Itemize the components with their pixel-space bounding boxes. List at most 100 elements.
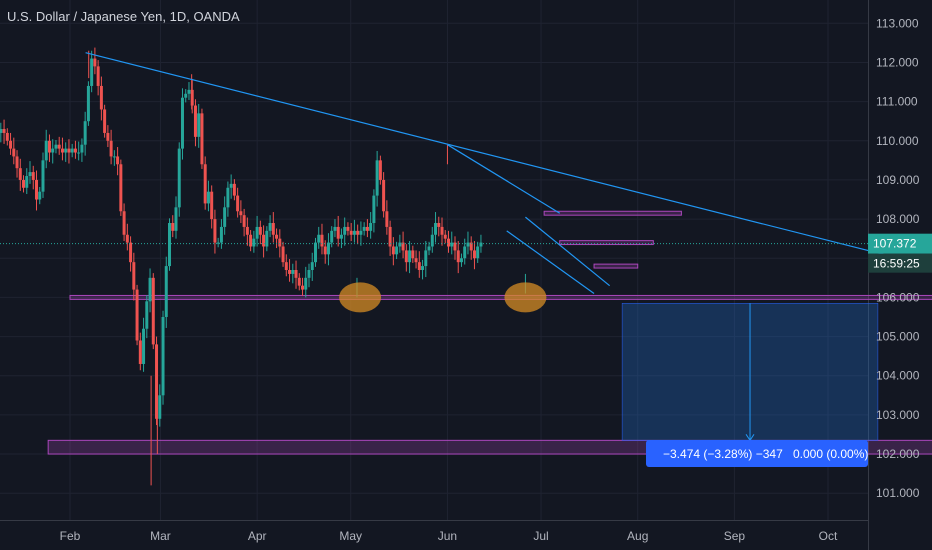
candle-body	[223, 207, 227, 227]
candle-body	[77, 152, 81, 154]
candle-body	[219, 226, 223, 243]
candle-body	[51, 148, 55, 153]
candle-body	[434, 223, 438, 235]
support-ellipse	[339, 282, 382, 313]
candle-body	[83, 121, 87, 145]
candle-body	[427, 246, 431, 251]
y-tick-label: 112.000	[876, 55, 919, 69]
candle-body	[216, 242, 220, 244]
candle-body	[294, 269, 298, 278]
support-ellipse	[504, 282, 547, 313]
trendline	[525, 216, 611, 287]
candle-body	[9, 140, 13, 149]
candle-body	[443, 234, 447, 239]
y-tick-label: 113.000	[876, 16, 919, 30]
candle-body	[278, 238, 282, 247]
candle-body	[2, 129, 6, 133]
candle-body	[60, 148, 64, 153]
candle-body	[356, 230, 360, 235]
candle-body	[401, 242, 405, 251]
candle-body	[424, 250, 428, 267]
candle-body	[362, 226, 366, 231]
candle-body	[262, 234, 266, 247]
candle-body	[310, 262, 314, 270]
y-tick-label: 110.000	[876, 134, 919, 148]
candle-body	[408, 250, 412, 263]
x-tick-label: Aug	[627, 529, 648, 543]
candle-body	[258, 226, 262, 235]
candle-body	[229, 183, 233, 188]
candle-body	[145, 301, 149, 329]
y-tick-label: 108.000	[876, 212, 920, 226]
candle-body	[171, 223, 175, 231]
candle-body	[288, 269, 292, 274]
trendline	[85, 52, 932, 268]
candle-body	[359, 230, 363, 235]
candle-body	[326, 242, 330, 255]
x-tick-label: Mar	[150, 529, 171, 543]
measure-label-left: −3.474 (−3.28%) −347	[663, 447, 783, 461]
y-tick-label: 109.000	[876, 173, 920, 187]
candle-body	[135, 289, 139, 341]
candle-body	[125, 234, 129, 243]
candle-body	[158, 395, 162, 419]
candle-body	[106, 132, 110, 141]
candle-body	[44, 140, 48, 161]
x-tick-label: Jun	[438, 529, 457, 543]
candle-body	[22, 179, 26, 188]
candle-body	[271, 223, 275, 235]
candle-body	[291, 269, 295, 274]
candle-body	[391, 246, 395, 255]
candle-body	[242, 215, 246, 227]
candle-body	[466, 242, 470, 247]
candle-body	[382, 179, 386, 212]
measure-label-right: 0.000 (0.00%)	[793, 447, 868, 461]
candle-body	[317, 234, 321, 243]
candle-body	[339, 234, 343, 239]
last-price-value: 107.372	[873, 237, 917, 251]
candle-body	[174, 207, 178, 231]
candle-body	[90, 58, 94, 86]
candle-body	[313, 242, 317, 263]
candle-body	[275, 234, 279, 239]
candle-body	[138, 340, 142, 364]
candle-body	[372, 195, 376, 224]
candle-body	[109, 140, 113, 157]
candle-body	[268, 223, 272, 231]
candle-body	[177, 148, 181, 208]
candle-body	[96, 66, 100, 86]
candle-body	[0, 129, 3, 133]
candle-body	[417, 262, 421, 270]
candle-body	[206, 191, 210, 204]
candle-body	[385, 211, 389, 227]
y-tick-label: 105.000	[876, 330, 920, 344]
candle-body	[365, 226, 369, 231]
candle-body	[304, 277, 308, 290]
candle-body	[404, 250, 408, 263]
candle-body	[142, 328, 146, 364]
candle-body	[70, 148, 74, 153]
candle-body	[155, 344, 159, 419]
candle-body	[352, 230, 356, 235]
x-tick-label: Sep	[724, 529, 746, 543]
candle-body	[411, 250, 415, 259]
candle-body	[398, 242, 402, 247]
candle-body	[421, 266, 425, 270]
candle-body	[297, 277, 301, 286]
trendline	[447, 144, 561, 214]
candle-body	[375, 160, 379, 196]
x-tick-label: Feb	[60, 529, 81, 543]
candle-body	[232, 183, 236, 196]
x-tick-label: Oct	[819, 529, 838, 543]
candle-body	[395, 246, 399, 255]
candle-body	[187, 89, 191, 94]
candle-body	[320, 234, 324, 247]
zone-rectangle	[593, 263, 639, 269]
chart-title: U.S. Dollar / Japanese Yen, 1D, OANDA	[7, 9, 240, 24]
candle-body	[333, 226, 337, 231]
candle-body	[210, 191, 214, 220]
candle-body	[193, 105, 197, 137]
candle-body	[73, 148, 77, 153]
